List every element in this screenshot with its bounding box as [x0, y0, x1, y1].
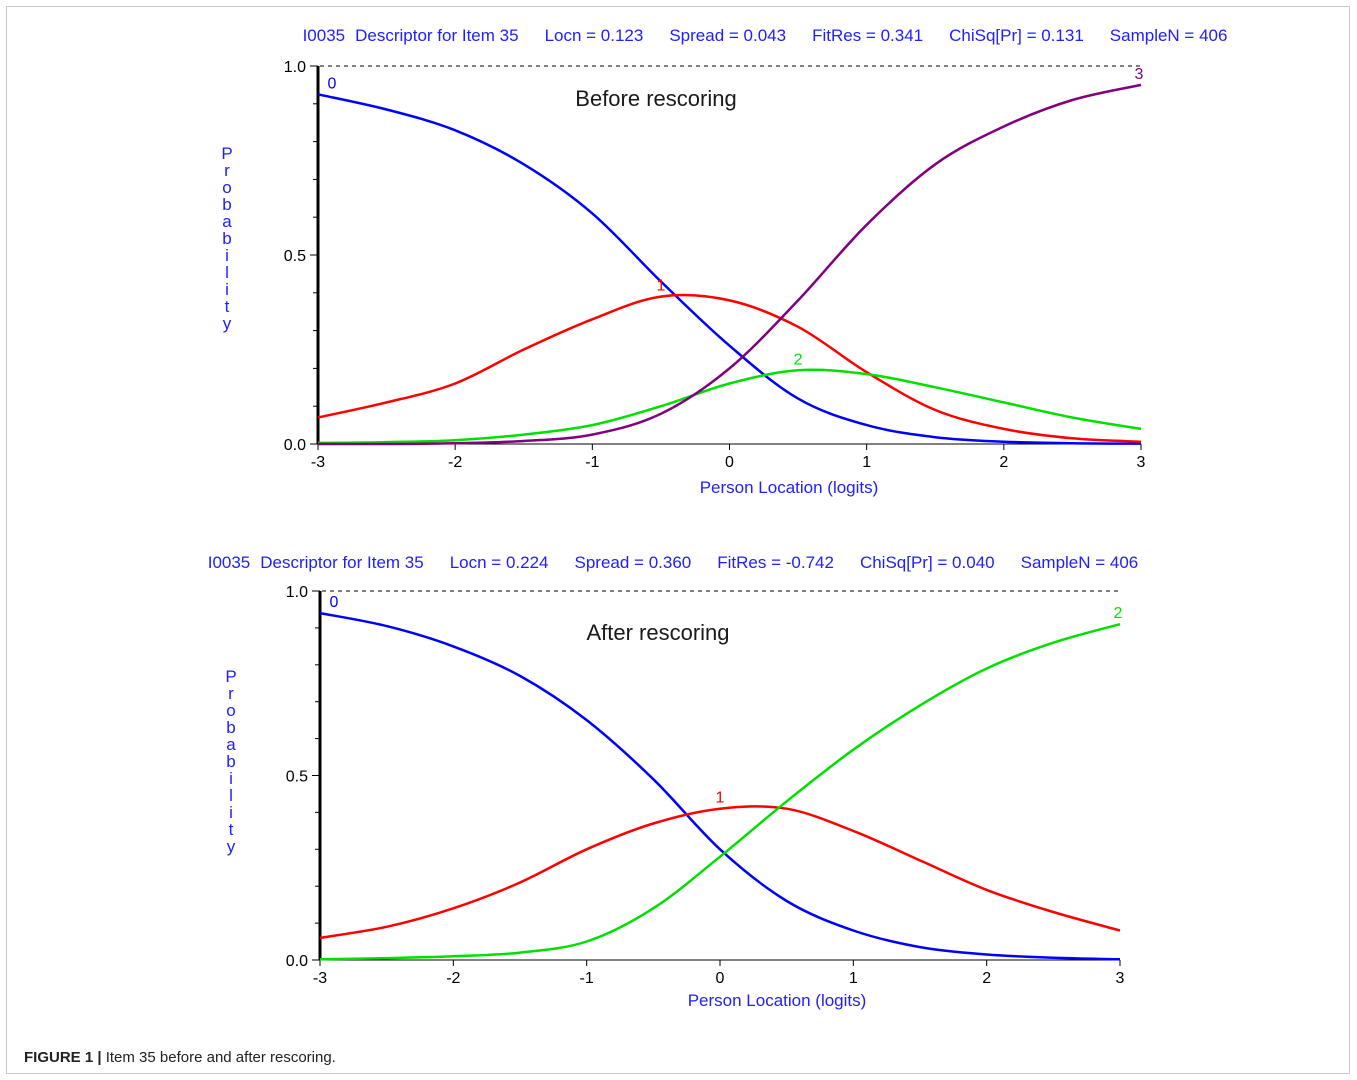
series-line-3 [317, 83, 1142, 446]
chart-annotation: After rescoring [586, 620, 729, 645]
svg-text:y: y [223, 314, 232, 333]
x-tick-label: 3 [1137, 454, 1146, 471]
svg-text:l: l [229, 786, 233, 805]
y-tick-label: 0.0 [284, 437, 306, 454]
caption-label: FIGURE 1 | [24, 1049, 102, 1066]
y-tick-label: 1.0 [284, 59, 306, 76]
svg-text:l: l [225, 263, 229, 282]
x-tick-label: -2 [446, 970, 460, 987]
axis-ticks: -3 -2 -1 0 1 2 3 0.0 0.5 1.0 [286, 584, 1125, 987]
series-group: 0 1 2 [319, 594, 1123, 961]
x-tick-label: -3 [313, 970, 327, 987]
stats-samplen: SampleN = 406 [1021, 553, 1139, 572]
svg-text:b: b [226, 752, 235, 771]
stats-line-2: I0035 Descriptor for Item 35 Locn = 0.224 S… [208, 553, 1139, 572]
svg-text:b: b [222, 195, 231, 214]
axis-ticks: -3 -2 -1 0 1 2 3 0.0 0.5 1.0 [284, 59, 1146, 471]
svg-text:P: P [225, 667, 236, 686]
svg-text:a: a [222, 212, 232, 231]
x-axis-label: Person Location (logits) [700, 478, 879, 497]
chart-annotation: Before rescoring [575, 86, 736, 111]
series-line-1 [317, 293, 1142, 443]
svg-text:i: i [229, 803, 233, 822]
stats-descriptor: Descriptor for Item 35 [355, 26, 518, 45]
x-tick-label: 3 [1116, 970, 1125, 987]
svg-text:i: i [225, 280, 229, 299]
stats-spread: Spread = 0.360 [575, 553, 692, 572]
stats-locn: Locn = 0.224 [450, 553, 549, 572]
x-tick-label: -1 [580, 970, 594, 987]
category-label-1: 1 [716, 790, 725, 807]
x-tick-label: -2 [448, 454, 462, 471]
stats-line-1: I0035 Descriptor for Item 35 Locn = 0.123 S… [303, 26, 1228, 45]
stats-chisq: ChiSq[Pr] = 0.131 [949, 26, 1084, 45]
series-line-0 [319, 611, 1121, 961]
category-label-0: 0 [330, 594, 339, 611]
series-line-2 [319, 622, 1121, 961]
stats-samplen: SampleN = 406 [1110, 26, 1228, 45]
svg-text:a: a [226, 735, 236, 754]
x-tick-label: 0 [725, 454, 734, 471]
stats-fitres: FitRes = -0.742 [717, 553, 834, 572]
x-axis-label: Person Location (logits) [688, 991, 867, 1010]
y-tick-label: 0.5 [284, 248, 306, 265]
y-tick-label: 0.5 [286, 769, 308, 786]
series-line-1 [319, 805, 1121, 940]
svg-text:P: P [221, 144, 232, 163]
svg-text:t: t [225, 297, 230, 316]
stats-chisq: ChiSq[Pr] = 0.040 [860, 553, 995, 572]
stats-item: I0035 [303, 26, 346, 45]
stats-fitres: FitRes = 0.341 [812, 26, 923, 45]
y-axis-label: P r o b a b i l i t y [225, 667, 236, 856]
figure-caption: FIGURE 1 | Item 35 before and after resc… [24, 1049, 336, 1066]
y-tick-label: 0.0 [286, 953, 308, 970]
y-axis-label: P r o b a b i l i t y [221, 144, 232, 333]
svg-text:i: i [229, 769, 233, 788]
category-label-2: 2 [794, 351, 803, 368]
category-label-0: 0 [328, 75, 337, 92]
series-group: 0 1 2 3 [317, 66, 1144, 446]
svg-text:o: o [222, 178, 231, 197]
svg-text:t: t [229, 820, 234, 839]
x-tick-label: 2 [982, 970, 991, 987]
x-tick-label: -3 [311, 454, 325, 471]
x-tick-label: 2 [999, 454, 1008, 471]
x-tick-label: 0 [716, 970, 725, 987]
x-tick-label: 1 [862, 454, 871, 471]
svg-text:i: i [225, 246, 229, 265]
caption-text: Item 35 before and after rescoring. [105, 1049, 336, 1066]
stats-spread: Spread = 0.043 [669, 26, 786, 45]
svg-text:o: o [226, 701, 235, 720]
svg-text:y: y [227, 837, 236, 856]
x-tick-label: 1 [849, 970, 858, 987]
figure-frame [6, 6, 1350, 1074]
series-line-0 [317, 93, 1142, 445]
chart-before: I0035 Descriptor for Item 35 Locn = 0.123 S… [221, 26, 1227, 497]
stats-item: I0035 [208, 553, 251, 572]
category-label-1: 1 [656, 278, 665, 295]
x-tick-label: -1 [585, 454, 599, 471]
svg-text:r: r [228, 684, 234, 703]
category-label-3: 3 [1135, 66, 1144, 83]
category-label-2: 2 [1114, 605, 1123, 622]
stats-descriptor: Descriptor for Item 35 [260, 553, 423, 572]
chart-after: I0035 Descriptor for Item 35 Locn = 0.224 S… [208, 553, 1139, 1010]
svg-text:b: b [226, 718, 235, 737]
series-line-2 [317, 368, 1142, 445]
stats-locn: Locn = 0.123 [545, 26, 644, 45]
svg-text:b: b [222, 229, 231, 248]
y-tick-label: 1.0 [286, 584, 308, 601]
svg-text:r: r [224, 161, 230, 180]
